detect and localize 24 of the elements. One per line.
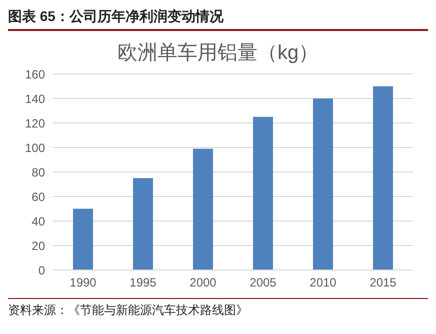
x-tick-label: 2005 [250, 276, 277, 290]
y-tick-label: 40 [32, 214, 46, 228]
x-tick-label: 2015 [370, 276, 397, 290]
x-tick-label: 1990 [70, 276, 97, 290]
chart-title: 图表 65：公司历年净利润变动情况 [8, 8, 428, 31]
chart-subtitle: 欧洲单车用铝量（kg） [116, 41, 320, 66]
y-tick-label: 120 [24, 116, 46, 130]
bar [373, 86, 393, 270]
x-tick-label: 2000 [190, 276, 217, 290]
bar [193, 148, 213, 270]
text: 资料来源：《节能与新能源汽车技术路线图》 [8, 302, 249, 319]
y-tick-label: 80 [32, 165, 46, 180]
y-tick-label: 140 [24, 92, 46, 106]
x-tick-label: 2010 [310, 276, 337, 290]
x-tick-label: 1995 [130, 276, 157, 290]
bar [313, 98, 333, 270]
y-tick-label: 20 [32, 238, 46, 253]
y-tick-label: 60 [32, 190, 46, 204]
y-tick-label: 160 [24, 67, 46, 82]
bar [133, 178, 153, 270]
bar [73, 208, 93, 270]
y-tick-label: 100 [24, 140, 46, 155]
bar [253, 116, 273, 270]
y-tick-label: 0 [38, 263, 46, 278]
